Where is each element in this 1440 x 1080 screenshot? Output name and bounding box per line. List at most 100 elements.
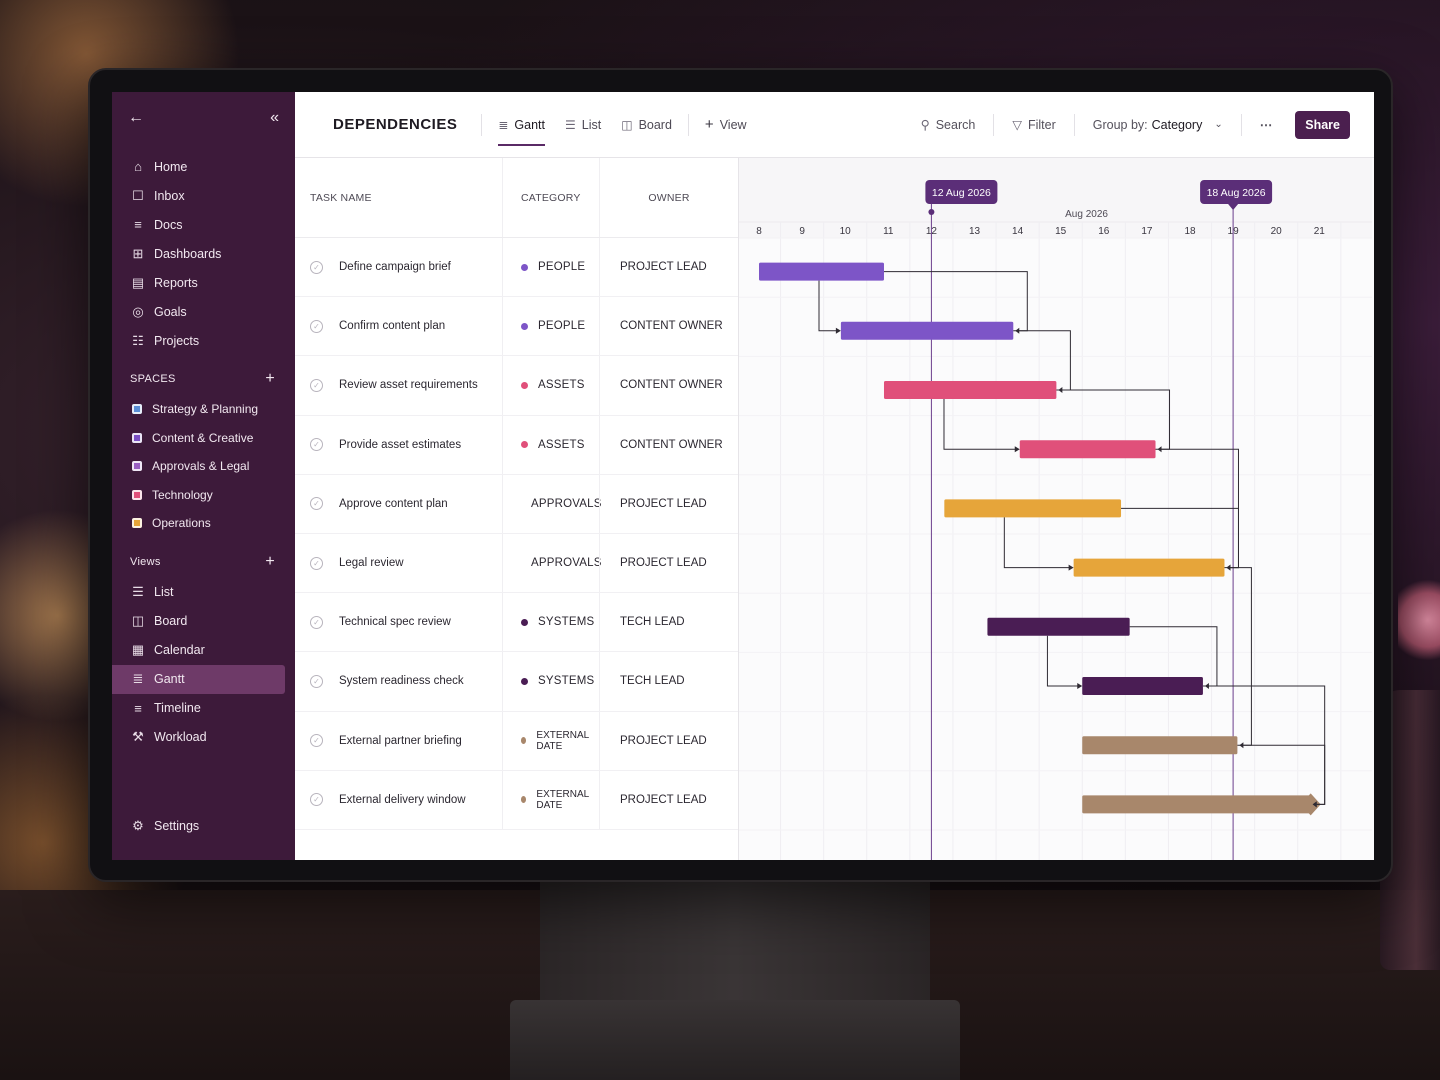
dependency-arrow	[1003, 517, 1070, 569]
check-circle-icon[interactable]: ✓	[310, 793, 323, 807]
spaces-header: SPACES +	[112, 363, 295, 395]
table-row[interactable]: ✓ Technical spec review SYSTEMS TECH LEAD	[295, 593, 738, 653]
table-row[interactable]: ✓ Review asset requirements ASSETS CONTENT …	[295, 356, 738, 416]
sidebar-item-docs[interactable]: ≡ Docs	[112, 210, 295, 239]
task-cell: ✓ External delivery window	[295, 771, 502, 829]
page-title: DEPENDENCIES	[333, 116, 458, 133]
owner-label: PROJECT LEAD	[620, 793, 707, 806]
list-icon: ☰	[565, 117, 576, 132]
table-row[interactable]: ✓ Confirm content plan PEOPLE CONTENT OWNER	[295, 297, 738, 357]
space-item[interactable]: Technology	[112, 481, 295, 510]
sidebar-item-goals[interactable]: ◎ Goals	[112, 297, 295, 326]
check-circle-icon[interactable]: ✓	[310, 438, 323, 452]
day-tick-label: 8	[756, 226, 762, 237]
search-button[interactable]: ⚲ Search	[920, 117, 976, 133]
sidebar-item-inbox[interactable]: ☐ Inbox	[112, 181, 295, 210]
space-item[interactable]: Approvals & Legal	[112, 452, 295, 481]
settings-link[interactable]: ⚙ Settings	[112, 811, 217, 840]
sidebar-item-projects[interactable]: ☷ Projects	[112, 326, 295, 355]
dependency-arrow	[1224, 567, 1252, 746]
share-button[interactable]: Share	[1295, 110, 1350, 139]
table-row[interactable]: ✓ Legal review APPROVALS PROJECT LEAD	[295, 533, 738, 594]
add-space-icon[interactable]: +	[265, 370, 275, 387]
filter-button[interactable]: ▽ Filter	[1012, 117, 1055, 133]
table-row[interactable]: ✓ Provide asset estimates ASSETS CONTENT OW…	[295, 415, 738, 475]
check-circle-icon[interactable]: ✓	[310, 674, 323, 688]
add-view-button[interactable]: + View	[705, 92, 747, 158]
category-cell: PEOPLE	[502, 297, 599, 356]
reports-icon: ▤	[131, 274, 145, 290]
add-view-icon[interactable]: +	[265, 552, 275, 570]
header-category[interactable]: CATEGORY	[502, 158, 599, 237]
category-dot-icon	[521, 263, 528, 271]
monitor: ← « ⌂ Home ☐ Inbox ≡ Docs ⊞ Dashboards ▤ Reports ◎…	[88, 68, 1393, 882]
collapse-sidebar-icon[interactable]: «	[270, 109, 279, 126]
task-cell: ✓ Technical spec review	[295, 593, 502, 651]
timeline-icon: ≡	[134, 700, 142, 716]
check-circle-icon[interactable]: ✓	[310, 734, 323, 748]
more-options-icon[interactable]: ⋯	[1259, 118, 1274, 132]
home-icon: ⌂	[134, 159, 142, 174]
date-marker-badge	[925, 180, 998, 204]
tab-board[interactable]: ◫ Board	[621, 92, 672, 158]
check-circle-icon[interactable]: ✓	[310, 497, 323, 511]
space-item[interactable]: Content & Creative	[112, 424, 295, 453]
tab-gantt[interactable]: ≣ Gantt	[498, 92, 545, 158]
header-owner[interactable]: OWNER	[599, 158, 738, 237]
category-label: EXTERNAL DATE	[536, 788, 589, 811]
view-item-workload[interactable]: ⚒ Workload	[112, 723, 295, 752]
dependency-arrow	[1046, 635, 1079, 687]
table-row[interactable]: ✓ System readiness check SYSTEMS TECH LEAD	[295, 652, 738, 712]
check-circle-icon[interactable]: ✓	[310, 378, 323, 392]
category-label: ASSETS	[538, 379, 585, 392]
owner-cell: CONTENT OWNER	[599, 356, 738, 415]
arrowhead-icon	[1068, 564, 1074, 571]
space-item[interactable]: Strategy & Planning	[112, 395, 295, 424]
group-by-dropdown[interactable]: Group by: Category ⌄	[1093, 118, 1223, 132]
category-cell: ASSETS	[502, 415, 599, 474]
table-row[interactable]: ✓ External delivery window EXTERNAL DATE PR…	[295, 770, 738, 830]
view-label: List	[154, 585, 174, 599]
sidebar-item-reports[interactable]: ▤ Reports	[112, 268, 295, 297]
sidebar-nav: ⌂ Home ☐ Inbox ≡ Docs ⊞ Dashboards ▤ Reports ◎ Goal…	[112, 144, 295, 355]
view-item-calendar[interactable]: ▦ Calendar	[112, 636, 295, 665]
owner-label: TECH LEAD	[620, 675, 685, 688]
view-item-gantt[interactable]: ≣ Gantt	[112, 664, 285, 694]
category-dot-icon	[521, 618, 528, 626]
category-dot-icon	[521, 381, 528, 389]
check-circle-icon[interactable]: ✓	[310, 319, 323, 333]
category-dot-icon	[521, 441, 528, 449]
owner-cell: PROJECT LEAD	[599, 474, 738, 533]
owner-label: PROJECT LEAD	[620, 734, 707, 747]
back-arrow-icon[interactable]: ←	[128, 109, 144, 126]
search-icon: ⚲	[920, 118, 930, 132]
header-task-name[interactable]: TASK NAME	[310, 191, 372, 204]
table-row[interactable]: ✓ Define campaign brief PEOPLE PROJECT LEAD	[295, 238, 738, 298]
view-item-list[interactable]: ☰ List	[112, 578, 295, 607]
view-item-timeline[interactable]: ≡ Timeline	[112, 694, 295, 723]
gantt-icon: ≣	[132, 671, 144, 686]
view-item-board[interactable]: ◫ Board	[112, 607, 295, 636]
category-cell: SYSTEMS	[502, 652, 599, 711]
tab-list[interactable]: ☰ List	[565, 92, 601, 158]
table-row[interactable]: ✓ External partner briefing EXTERNAL DATE P…	[295, 711, 738, 771]
category-label: SYSTEMS	[538, 675, 595, 688]
owner-cell: TECH LEAD	[599, 593, 738, 652]
flower-decor	[1398, 575, 1440, 665]
group-by-label: Group by:	[1092, 117, 1148, 132]
category-dot-icon	[521, 796, 527, 804]
view-label: Timeline	[154, 701, 201, 715]
owner-label: CONTENT OWNER	[620, 438, 723, 451]
task-cell: ✓ System readiness check	[295, 652, 502, 710]
space-item[interactable]: Operations	[112, 509, 295, 538]
check-circle-icon[interactable]: ✓	[310, 260, 323, 274]
day-tick-label: 11	[883, 226, 894, 237]
sidebar-item-dashboards[interactable]: ⊞ Dashboards	[112, 239, 295, 268]
category-cell: EXTERNAL DATE	[502, 770, 599, 829]
check-circle-icon[interactable]: ✓	[310, 556, 323, 570]
sidebar-item-home[interactable]: ⌂ Home	[112, 152, 295, 181]
check-circle-icon[interactable]: ✓	[310, 615, 323, 629]
table-row[interactable]: ✓ Approve content plan APPROVALS PROJECT LE…	[295, 474, 738, 534]
task-name: External delivery window	[339, 793, 466, 806]
category-label: APPROVALS	[531, 557, 602, 570]
